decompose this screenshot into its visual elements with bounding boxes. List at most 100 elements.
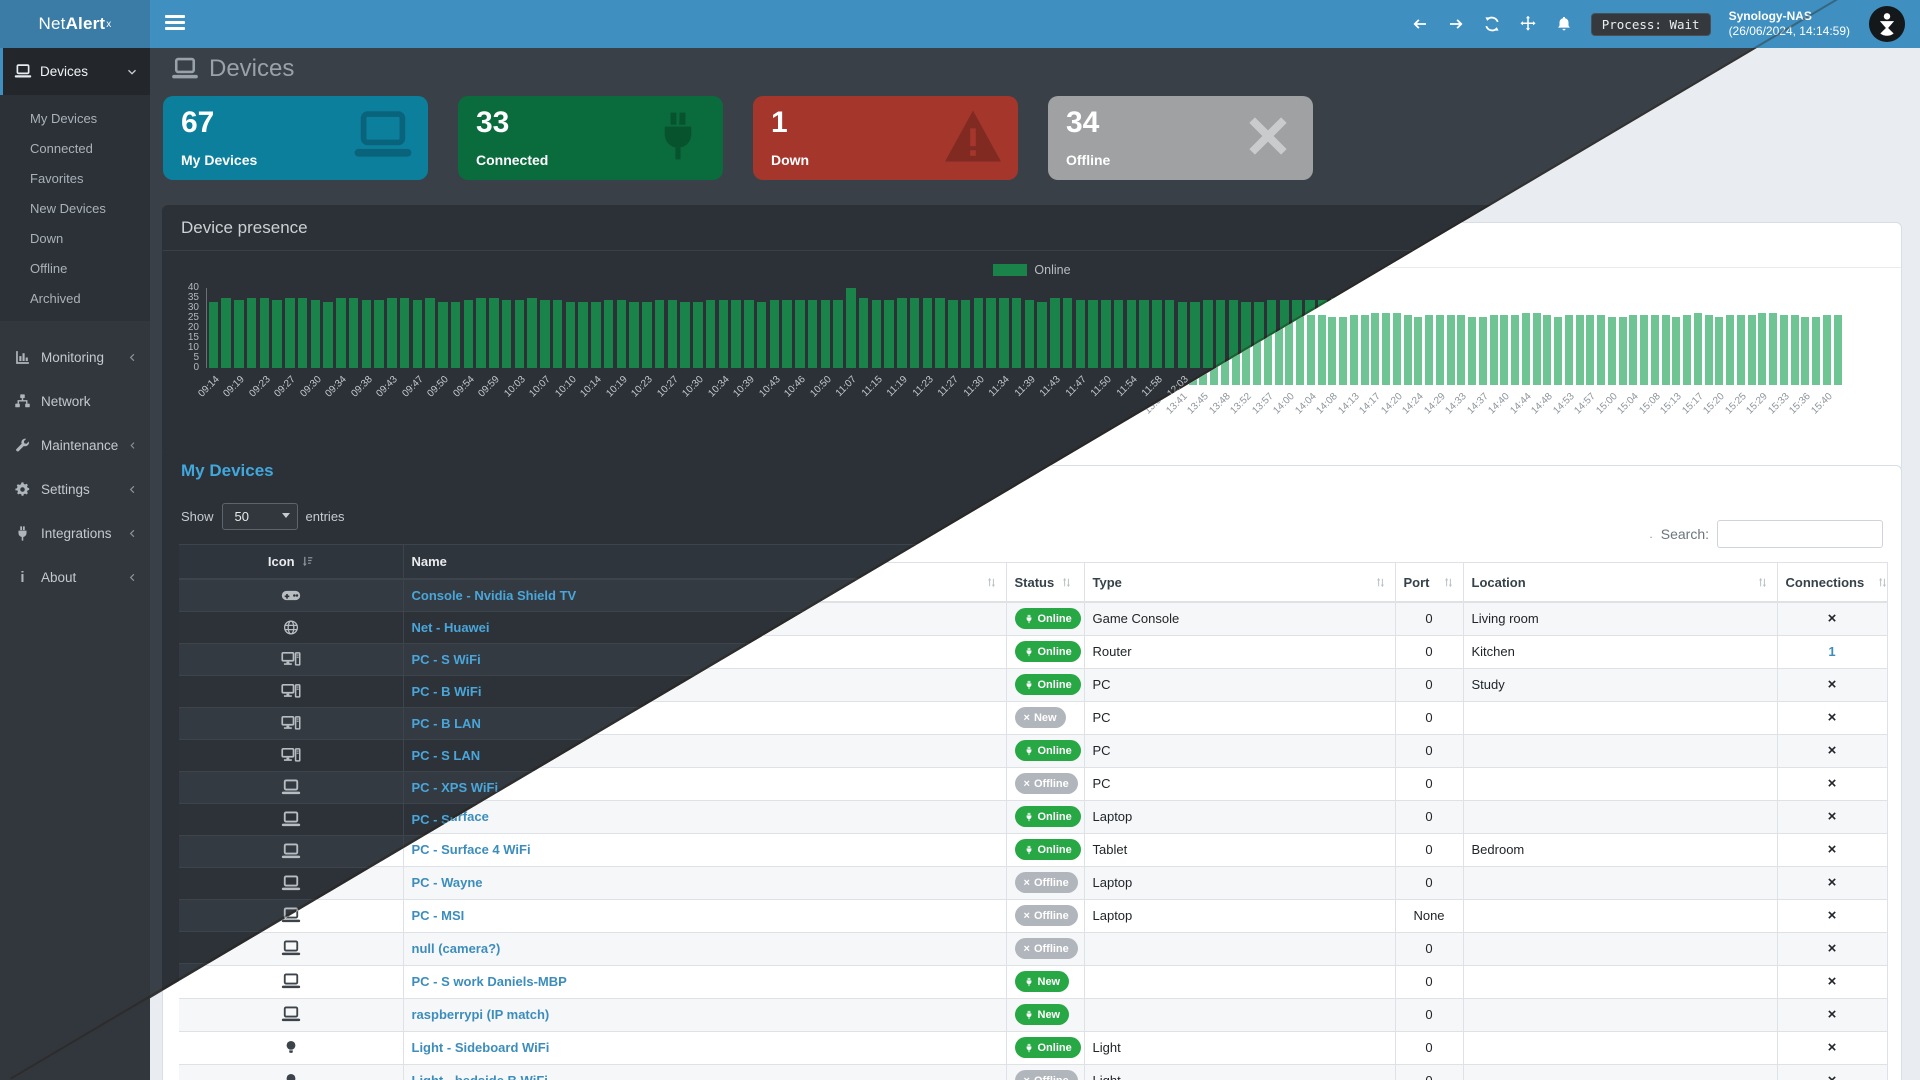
presence-bar	[1833, 315, 1842, 385]
bulb-icon	[281, 1072, 301, 1080]
x-tick-label: 10:43	[756, 374, 783, 400]
sidebar-subitem-new-devices[interactable]: New Devices	[30, 200, 106, 216]
laptop-icon	[281, 779, 301, 796]
stat-card-connected[interactable]: 33 Connected	[458, 96, 723, 180]
stat-value: 34	[1066, 106, 1100, 139]
xmark-icon	[1237, 108, 1299, 164]
device-name-link[interactable]: PC - XPS WiFi	[411, 779, 499, 795]
status-text: Online	[1037, 645, 1072, 658]
x-tick-label: 10:30	[680, 374, 706, 400]
presence-bar	[425, 298, 435, 368]
x-tick-label: 11:47	[1063, 374, 1089, 399]
sidebar-subitem-down[interactable]: Down	[30, 230, 64, 246]
device-name-link[interactable]: PC - S WiFi	[411, 651, 481, 667]
sidebar-item-integrations[interactable]: Integrations	[0, 511, 150, 555]
presence-bar	[565, 302, 576, 368]
device-name-link[interactable]: PC - S work Daniels-MBP	[411, 974, 567, 989]
menu-toggle-icon[interactable]	[165, 15, 185, 32]
presence-bar	[807, 300, 818, 368]
bell-icon[interactable]	[1555, 15, 1573, 33]
sidebar-item-monitoring[interactable]: Monitoring	[0, 335, 150, 379]
status-text: Online	[1037, 810, 1072, 823]
presence-bar	[603, 300, 614, 368]
device-location	[1463, 800, 1778, 834]
y-tick-label: 40	[187, 282, 199, 293]
column-header-port[interactable]: Port	[1395, 562, 1464, 603]
x-tick-label: 09:30	[297, 374, 324, 400]
arrow-left-icon[interactable]	[1411, 15, 1429, 33]
connections-link[interactable]: 1	[1828, 644, 1836, 659]
sidebar-item-about[interactable]: i About	[0, 555, 150, 599]
sidebar-item-maintenance[interactable]: Maintenance	[0, 423, 150, 467]
device-name-link[interactable]: Console - Nvidia Shield TV	[411, 587, 577, 603]
sidebar-subitem-my-devices[interactable]: My Devices	[30, 110, 98, 126]
network-icon	[14, 393, 31, 410]
sidebar-subitem-connected[interactable]: Connected	[30, 140, 93, 156]
device-name-link[interactable]: raspberrypi (IP match)	[411, 1007, 550, 1022]
device-name-link[interactable]: PC - MSI	[411, 908, 465, 923]
device-name-link[interactable]: PC - B WiFi	[411, 683, 482, 699]
sort-amount-icon	[301, 555, 314, 568]
x-icon: ×	[1023, 876, 1030, 889]
presence-bar	[629, 302, 639, 368]
search-input[interactable]	[1717, 520, 1883, 548]
presence-bar	[285, 298, 295, 368]
x-tick-label: 14:37	[1465, 391, 1491, 417]
device-name-link[interactable]: Net - Huawei	[411, 619, 490, 635]
device-location	[1463, 1031, 1778, 1065]
device-location: Living room	[1463, 602, 1778, 636]
x-tick-label: 15:36	[1787, 391, 1814, 417]
logo-text-bold: Alert	[65, 14, 106, 33]
y-tick-label: 25	[187, 312, 199, 323]
table-row: raspberrypi (IP match) New 0 ×	[179, 998, 1888, 1032]
x-icon: ×	[1023, 909, 1030, 922]
presence-bar	[858, 298, 869, 368]
device-port: 0	[1395, 833, 1464, 867]
plug-icon	[1024, 746, 1034, 756]
sidebar-subitem-favorites[interactable]: Favorites	[30, 170, 84, 186]
legend-label: Online	[1034, 263, 1071, 277]
sidebar-item-label: Maintenance	[41, 437, 119, 453]
move-icon[interactable]	[1519, 15, 1537, 33]
presence-bar	[948, 300, 958, 368]
x-tick-label: 10:07	[527, 374, 553, 400]
arrow-right-icon[interactable]	[1447, 15, 1465, 33]
presence-bar	[667, 300, 678, 368]
stat-value: 67	[181, 106, 215, 139]
column-header-connections[interactable]: Connections	[1777, 562, 1888, 603]
stat-card-down[interactable]: 1 Down	[753, 96, 1018, 180]
column-header-status[interactable]: Status	[1006, 562, 1085, 603]
x-tick-label: 15:29	[1744, 391, 1771, 417]
sidebar-item-devices[interactable]: Devices	[0, 48, 150, 95]
device-name-link[interactable]: null (camera?)	[411, 941, 501, 956]
page-size-select[interactable]: 50	[221, 502, 298, 530]
y-tick-label: 10	[187, 342, 199, 353]
device-name-link[interactable]: Light - bedside B WiFi	[412, 1073, 548, 1080]
device-name-link[interactable]: Light - Sideboard WiFi	[411, 1040, 550, 1055]
laptop-icon	[281, 875, 301, 892]
column-header-type[interactable]: Type	[1084, 562, 1396, 603]
user-avatar[interactable]	[1868, 5, 1906, 43]
globe-icon	[281, 619, 301, 636]
sidebar-subitem-offline[interactable]: Offline	[30, 260, 68, 276]
device-name-link[interactable]: PC - Surface 4 WiFi	[411, 842, 531, 857]
status-badge: Online	[1014, 641, 1081, 662]
column-header-icon[interactable]: Icon	[179, 544, 404, 580]
sidebar-item-network[interactable]: Network	[0, 379, 150, 423]
sidebar-item-settings[interactable]: Settings	[0, 467, 150, 511]
presence-bar	[1177, 302, 1188, 368]
device-type: Game Console	[1084, 602, 1396, 636]
x-tick-label: 10:03	[501, 374, 528, 400]
device-location	[1463, 866, 1778, 900]
refresh-icon[interactable]	[1483, 15, 1501, 33]
stat-card-offline[interactable]: 34 Offline	[1048, 96, 1313, 180]
desktop-icon	[281, 747, 301, 764]
device-name-link[interactable]: PC - S LAN	[411, 747, 481, 763]
device-name-link[interactable]: PC - Wayne	[411, 875, 483, 890]
sidebar-subitem-archived[interactable]: Archived	[30, 290, 81, 306]
device-name-link[interactable]: PC - B LAN	[411, 715, 481, 731]
column-header-location[interactable]: Location	[1463, 562, 1778, 603]
stat-card-my-devices[interactable]: 67 My Devices	[163, 96, 428, 180]
no-connections-mark: ×	[1827, 742, 1837, 759]
